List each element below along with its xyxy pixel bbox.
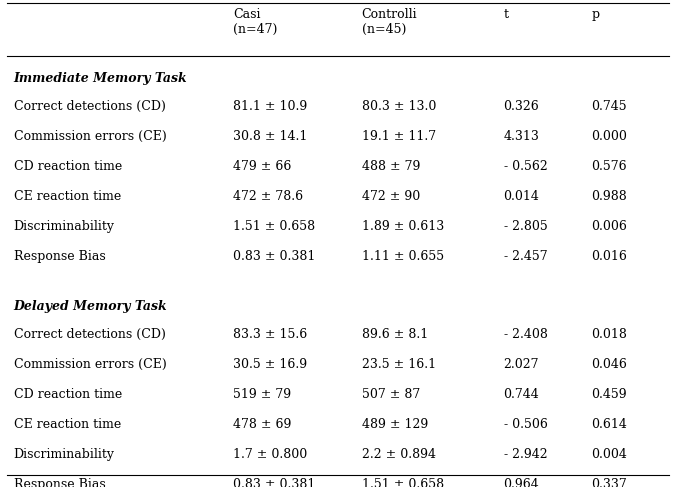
Text: t: t <box>504 8 508 21</box>
Text: 0.018: 0.018 <box>592 328 627 341</box>
Text: 0.000: 0.000 <box>592 130 627 143</box>
Text: 472 ± 78.6: 472 ± 78.6 <box>233 190 304 203</box>
Text: 1.89 ± 0.613: 1.89 ± 0.613 <box>362 220 444 233</box>
Text: 1.11 ± 0.655: 1.11 ± 0.655 <box>362 250 443 263</box>
Text: Delayed Memory Task: Delayed Memory Task <box>14 300 167 313</box>
Text: Controlli
(n=45): Controlli (n=45) <box>362 8 417 36</box>
Text: 0.016: 0.016 <box>592 250 627 263</box>
Text: CE reaction time: CE reaction time <box>14 190 121 203</box>
Text: 0.459: 0.459 <box>592 388 627 401</box>
Text: 23.5 ± 16.1: 23.5 ± 16.1 <box>362 358 436 371</box>
Text: Commission errors (CE): Commission errors (CE) <box>14 358 166 371</box>
Text: Discriminability: Discriminability <box>14 448 114 461</box>
Text: Commission errors (CE): Commission errors (CE) <box>14 130 166 143</box>
Text: p: p <box>592 8 600 21</box>
Text: 1.7 ± 0.800: 1.7 ± 0.800 <box>233 448 308 461</box>
Text: - 0.562: - 0.562 <box>504 160 548 173</box>
Text: - 2.805: - 2.805 <box>504 220 548 233</box>
Text: 0.745: 0.745 <box>592 100 627 113</box>
Text: Response Bias: Response Bias <box>14 478 105 487</box>
Text: 4.313: 4.313 <box>504 130 539 143</box>
Text: 0.326: 0.326 <box>504 100 539 113</box>
Text: - 2.457: - 2.457 <box>504 250 548 263</box>
Text: 0.014: 0.014 <box>504 190 539 203</box>
Text: - 2.942: - 2.942 <box>504 448 548 461</box>
Text: CD reaction time: CD reaction time <box>14 160 122 173</box>
Text: 0.988: 0.988 <box>592 190 627 203</box>
Text: 489 ± 129: 489 ± 129 <box>362 418 428 431</box>
Text: 479 ± 66: 479 ± 66 <box>233 160 291 173</box>
Text: 0.004: 0.004 <box>592 448 627 461</box>
Text: - 0.506: - 0.506 <box>504 418 548 431</box>
Text: 519 ± 79: 519 ± 79 <box>233 388 291 401</box>
Text: 19.1 ± 11.7: 19.1 ± 11.7 <box>362 130 436 143</box>
Text: CD reaction time: CD reaction time <box>14 388 122 401</box>
Text: 0.576: 0.576 <box>592 160 627 173</box>
Text: Immediate Memory Task: Immediate Memory Task <box>14 72 187 85</box>
Text: 30.8 ± 14.1: 30.8 ± 14.1 <box>233 130 308 143</box>
Text: - 2.408: - 2.408 <box>504 328 548 341</box>
Text: 0.046: 0.046 <box>592 358 627 371</box>
Text: 0.744: 0.744 <box>504 388 539 401</box>
Text: CE reaction time: CE reaction time <box>14 418 121 431</box>
Text: 30.5 ± 16.9: 30.5 ± 16.9 <box>233 358 308 371</box>
Text: 0.614: 0.614 <box>592 418 627 431</box>
Text: 0.83 ± 0.381: 0.83 ± 0.381 <box>233 250 316 263</box>
Text: Discriminability: Discriminability <box>14 220 114 233</box>
Text: Correct detections (CD): Correct detections (CD) <box>14 328 166 341</box>
Text: Correct detections (CD): Correct detections (CD) <box>14 100 166 113</box>
Text: 0.83 ± 0.381: 0.83 ± 0.381 <box>233 478 316 487</box>
Text: Casi
(n=47): Casi (n=47) <box>233 8 278 36</box>
Text: 488 ± 79: 488 ± 79 <box>362 160 420 173</box>
Text: Response Bias: Response Bias <box>14 250 105 263</box>
Text: 89.6 ± 8.1: 89.6 ± 8.1 <box>362 328 428 341</box>
Text: 1.51 ± 0.658: 1.51 ± 0.658 <box>233 220 315 233</box>
Text: 81.1 ± 10.9: 81.1 ± 10.9 <box>233 100 308 113</box>
Text: 507 ± 87: 507 ± 87 <box>362 388 420 401</box>
Text: 1.51 ± 0.658: 1.51 ± 0.658 <box>362 478 443 487</box>
Text: 2.2 ± 0.894: 2.2 ± 0.894 <box>362 448 435 461</box>
Text: 0.006: 0.006 <box>592 220 627 233</box>
Text: 478 ± 69: 478 ± 69 <box>233 418 291 431</box>
Text: 0.964: 0.964 <box>504 478 539 487</box>
Text: 83.3 ± 15.6: 83.3 ± 15.6 <box>233 328 308 341</box>
Text: 2.027: 2.027 <box>504 358 539 371</box>
Text: 472 ± 90: 472 ± 90 <box>362 190 420 203</box>
Text: 80.3 ± 13.0: 80.3 ± 13.0 <box>362 100 436 113</box>
Text: 0.337: 0.337 <box>592 478 627 487</box>
